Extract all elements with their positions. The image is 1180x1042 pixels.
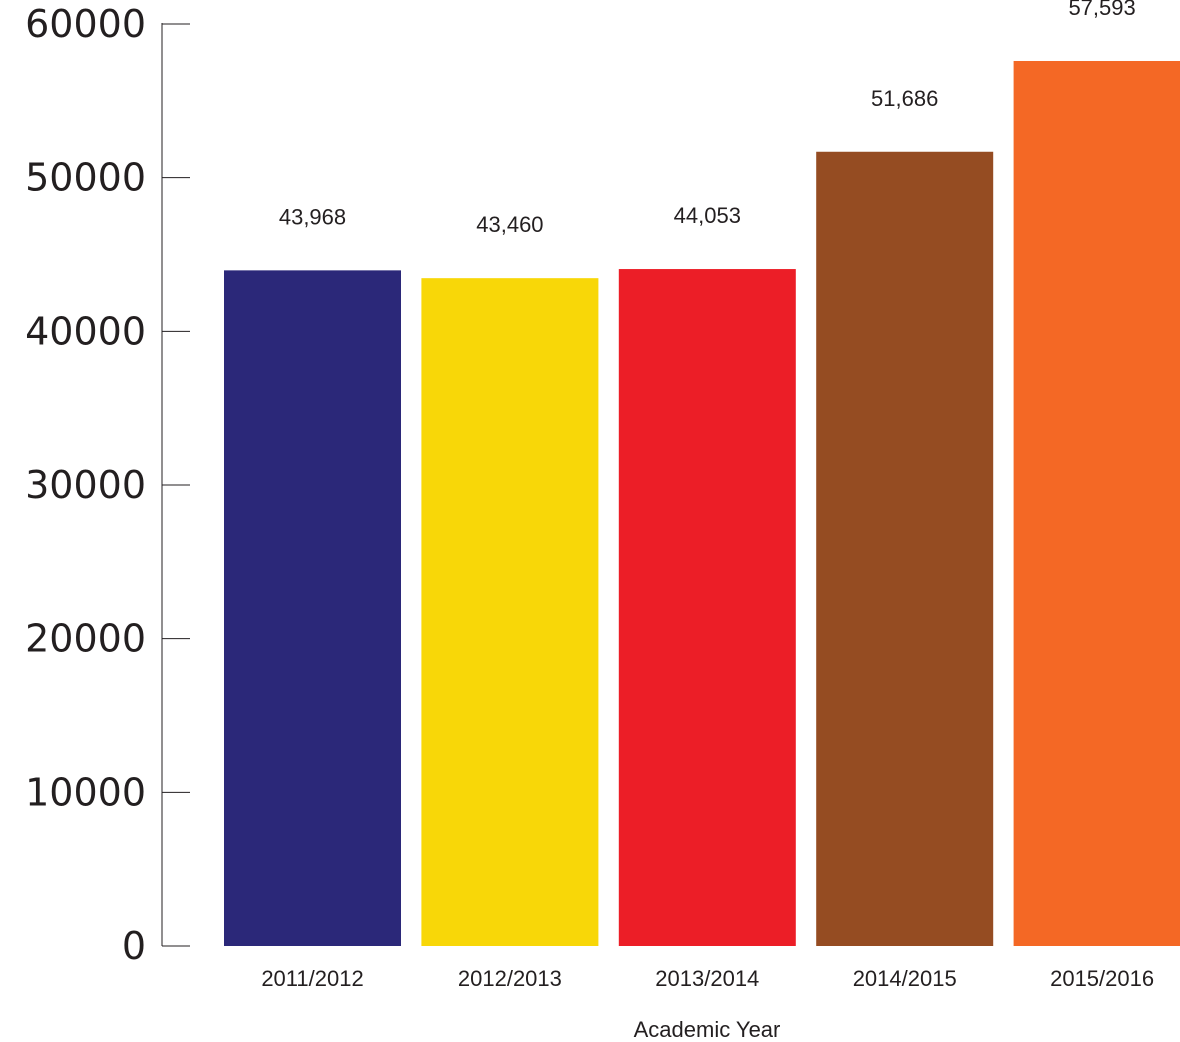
x-tick-label: 2011/2012 [261,966,363,991]
x-tick-label: 2014/2015 [853,966,957,991]
y-tick-label: 40000 [25,309,146,353]
x-tick-label: 2012/2013 [458,966,562,991]
y-axis: 0 10000 20000 30000 40000 50000 60000 [25,2,190,968]
x-axis-title: Academic Year [634,1017,781,1042]
bar [816,151,994,946]
data-label: 57,593 [1068,0,1135,20]
bars: 43,968 43,460 44,053 51,686 57,593 [224,0,1180,947]
data-label: 44,053 [674,203,741,228]
data-label: 51,686 [871,86,938,111]
y-tick-label: 20000 [25,617,146,661]
y-tick-label: 60000 [25,2,146,46]
bar [224,270,401,946]
bar [1013,60,1180,947]
y-tick-label: 10000 [25,770,146,814]
data-label: 43,968 [279,204,346,229]
bar [421,278,599,946]
x-tick-label: 2013/2014 [655,966,759,991]
y-tick-label: 50000 [25,156,146,200]
data-label: 43,460 [476,212,543,237]
x-axis: 2011/2012 2012/2013 2013/2014 2014/2015 2015… [261,966,1154,991]
x-tick-label: 2015/2016 [1050,966,1154,991]
y-tick-label: 0 [122,924,146,968]
bar [618,269,796,946]
y-tick-label: 30000 [25,463,146,507]
